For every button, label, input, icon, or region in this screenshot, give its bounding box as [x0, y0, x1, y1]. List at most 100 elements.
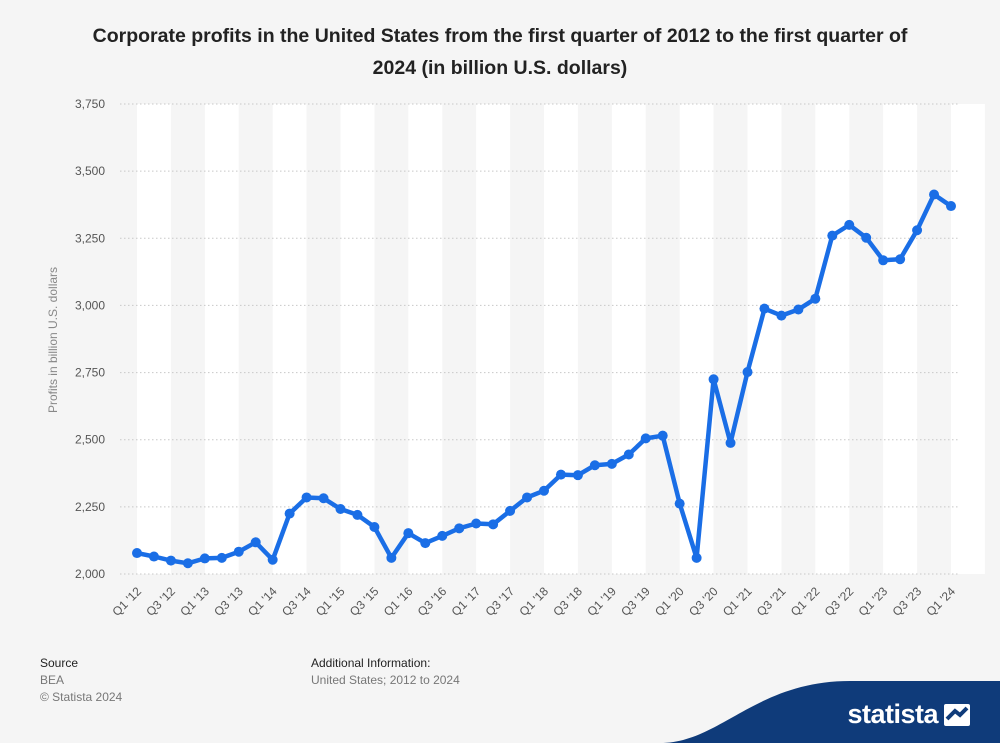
- data-point: [335, 504, 346, 515]
- data-point: [522, 492, 533, 503]
- x-tick-label: Q1 '20: [652, 584, 687, 619]
- data-point: [912, 225, 923, 236]
- x-tick-label: Q3 '14: [279, 584, 314, 619]
- info-heading: Additional Information:: [311, 656, 431, 670]
- logo-text: statista: [847, 699, 938, 729]
- data-point: [555, 469, 566, 480]
- background-band: [340, 104, 375, 574]
- data-point: [844, 219, 855, 230]
- x-tick-label: Q3 '16: [415, 584, 450, 619]
- data-point: [471, 518, 482, 529]
- x-tick-label: Q1 '19: [584, 584, 619, 619]
- statista-mark-icon: [944, 703, 970, 726]
- data-point: [420, 538, 431, 549]
- chart-title: Corporate profits in the United States f…: [92, 25, 908, 79]
- data-point: [165, 555, 176, 566]
- x-tick-label: Q3 '17: [483, 584, 518, 619]
- y-axis-ticks: 2,000 2,250 2,500 2,750 3,000 3,250 3,500 3,750: [75, 97, 105, 581]
- info-value: United States; 2012 to 2024: [311, 673, 460, 687]
- data-point: [267, 554, 278, 565]
- x-axis-ticks: Q1 '12 Q3 '12 Q1 '13 Q3 '13 Q1 '14 Q3 '14 Q1 '…: [109, 584, 958, 619]
- gridlines: [120, 103, 960, 575]
- data-point: [182, 558, 193, 569]
- x-tick-label: Q3 '21: [754, 584, 789, 619]
- line-chart: 2,000 2,250 2,500 2,750 3,000 3,250 3,500 3,750…: [46, 97, 985, 619]
- data-point: [132, 548, 142, 559]
- y-tick-label: 3,000: [75, 298, 105, 312]
- background-band: [815, 104, 850, 574]
- y-tick-label: 2,750: [75, 366, 105, 380]
- y-tick-label: 3,750: [75, 97, 105, 111]
- data-point: [691, 552, 702, 563]
- x-tick-label: Q3 '19: [618, 584, 653, 619]
- background-bands: [137, 104, 985, 574]
- x-tick-label: Q1 '21: [720, 584, 755, 619]
- brand-wave: [660, 681, 1000, 743]
- y-axis-label: Profits in billion U.S. dollars: [46, 267, 60, 413]
- background-band: [476, 104, 511, 574]
- background-band: [544, 104, 578, 574]
- data-point: [657, 430, 668, 441]
- data-point: [674, 498, 685, 509]
- y-tick-label: 2,000: [75, 567, 105, 581]
- statista-logo[interactable]: statista: [847, 699, 970, 730]
- y-tick-label: 3,250: [75, 231, 105, 245]
- x-tick-label: Q1 '17: [449, 584, 484, 619]
- x-tick-label: Q1 '13: [177, 584, 212, 619]
- y-tick-label: 3,500: [75, 164, 105, 178]
- data-point: [301, 492, 312, 503]
- additional-info-block: Additional Information: United States; 2…: [311, 655, 460, 689]
- data-point: [369, 522, 380, 532]
- x-tick-label: Q1 '16: [381, 584, 416, 619]
- data-point: [284, 508, 295, 519]
- data-point: [386, 552, 397, 563]
- source-heading: Source: [40, 656, 79, 670]
- data-point: [640, 433, 651, 444]
- x-tick-label: Q3 '15: [347, 584, 382, 619]
- background-band: [951, 104, 985, 574]
- x-tick-label: Q3 '22: [822, 584, 857, 619]
- x-tick-label: Q1 '15: [313, 584, 348, 619]
- x-tick-label: Q1 '12: [109, 584, 144, 619]
- source-value: BEA: [40, 673, 65, 687]
- background-band: [204, 104, 239, 574]
- data-point: [318, 493, 329, 504]
- background-band: [679, 104, 714, 574]
- data-point: [895, 254, 906, 265]
- data-point: [742, 367, 753, 378]
- data-point: [776, 310, 787, 321]
- data-point: [759, 303, 770, 314]
- data-point: [793, 304, 804, 315]
- y-tick-label: 2,250: [75, 500, 105, 514]
- x-tick-label: Q3 '23: [890, 584, 925, 619]
- data-point: [199, 553, 210, 564]
- background-band: [747, 104, 782, 574]
- background-band: [137, 104, 171, 574]
- data-point: [708, 374, 719, 385]
- data-point: [929, 189, 940, 200]
- data-point: [454, 523, 465, 534]
- x-tick-label: Q1 '18: [516, 584, 551, 619]
- data-point: [810, 293, 821, 304]
- data-point: [606, 458, 617, 469]
- data-point: [572, 470, 583, 481]
- data-point: [488, 519, 499, 530]
- data-point: [946, 201, 956, 212]
- data-point: [725, 437, 736, 448]
- x-tick-label: Q3 '18: [550, 584, 585, 619]
- data-point: [539, 485, 549, 496]
- background-band: [883, 104, 918, 574]
- data-point: [623, 449, 634, 460]
- copyright: © Statista 2024: [40, 690, 123, 704]
- x-tick-label: Q3 '13: [211, 584, 246, 619]
- data-point: [148, 551, 159, 562]
- data-point: [437, 530, 448, 541]
- background-band: [611, 104, 646, 574]
- data-point: [861, 232, 872, 243]
- data-point: [233, 546, 244, 557]
- x-tick-label: Q1 '24: [923, 584, 958, 619]
- x-tick-label: Q1 '23: [856, 584, 891, 619]
- x-tick-label: Q1 '22: [788, 584, 823, 619]
- y-tick-label: 2,500: [75, 433, 105, 447]
- source-block: Source BEA © Statista 2024: [40, 655, 122, 706]
